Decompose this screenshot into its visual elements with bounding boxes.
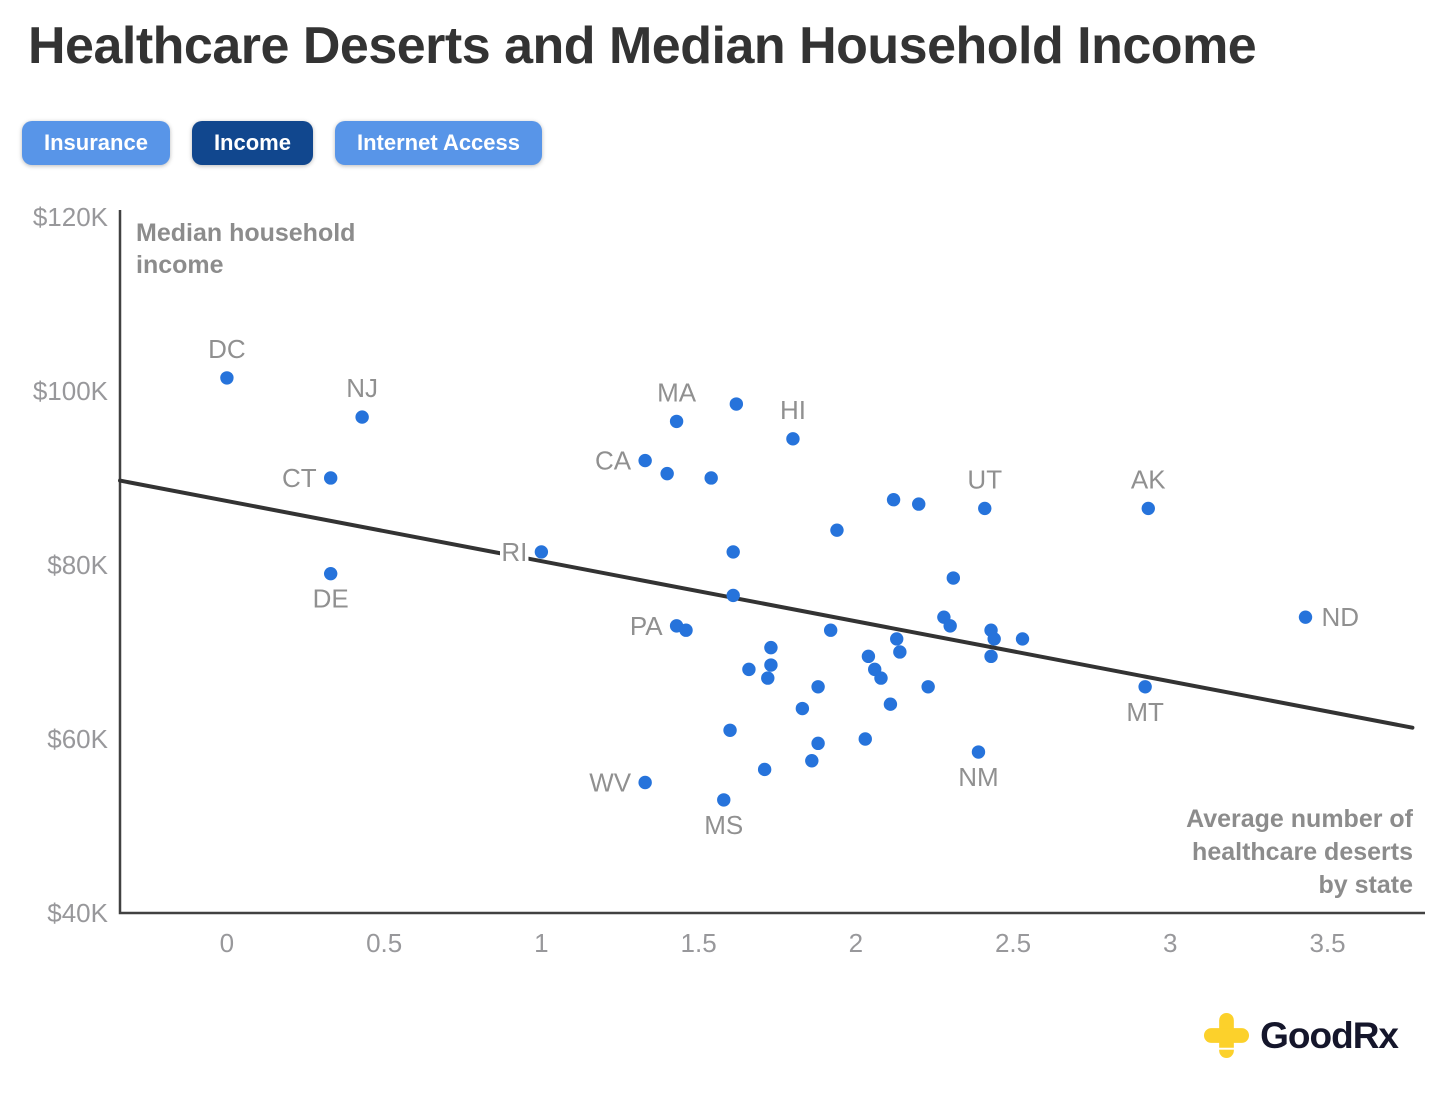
data-point[interactable] <box>704 471 718 485</box>
data-point[interactable] <box>1015 632 1030 646</box>
data-point[interactable] <box>764 658 778 672</box>
x-tick-label: 3 <box>1163 928 1177 958</box>
x-axis-title: by state <box>1319 871 1414 899</box>
data-point-NM[interactable] <box>971 745 986 759</box>
data-point-RI[interactable] <box>534 545 549 559</box>
data-point-MS[interactable] <box>717 793 731 807</box>
data-point[interactable] <box>943 619 957 633</box>
x-tick-label: 1.5 <box>681 928 717 958</box>
y-tick-label: $60K <box>47 724 108 754</box>
data-point-AK[interactable] <box>1141 501 1155 516</box>
data-point[interactable] <box>726 545 740 559</box>
data-point[interactable] <box>858 732 872 746</box>
state-label-NM: NM <box>958 762 998 792</box>
data-point[interactable] <box>861 649 876 664</box>
data-point[interactable] <box>811 680 825 694</box>
x-tick-label: 1 <box>534 928 548 958</box>
y-tick-label: $40K <box>47 898 108 928</box>
x-tick-label: 2 <box>849 928 863 958</box>
state-label-PA: PA <box>630 611 663 641</box>
state-label-MA: MA <box>657 377 697 407</box>
data-point[interactable] <box>679 623 693 637</box>
data-point[interactable] <box>946 571 961 585</box>
page-title: Healthcare Deserts and Median Household … <box>28 17 1257 75</box>
filter-button-internet-access[interactable]: Internet Access <box>334 121 543 165</box>
data-point-WV[interactable] <box>638 775 652 790</box>
state-label-DC: DC <box>208 334 246 364</box>
data-point[interactable] <box>874 671 888 685</box>
data-point-UT[interactable] <box>978 501 992 516</box>
data-point[interactable] <box>987 632 1001 646</box>
data-point[interactable] <box>660 466 674 481</box>
axis-lines <box>118 210 1425 915</box>
y-axis-title: income <box>136 251 224 279</box>
data-point[interactable] <box>761 671 775 685</box>
trend-line <box>118 478 1415 730</box>
x-axis-title: healthcare deserts <box>1192 838 1413 866</box>
y-tick-label: $80K <box>47 550 108 580</box>
data-point[interactable] <box>823 623 838 637</box>
y-tick-label: $100K <box>33 376 109 406</box>
data-point[interactable] <box>811 736 825 751</box>
state-label-ND: ND <box>1322 602 1360 632</box>
data-point-MT[interactable] <box>1138 680 1152 694</box>
filter-button-insurance[interactable]: Insurance <box>22 121 170 165</box>
data-point[interactable] <box>886 493 901 507</box>
y-tick-label: $120K <box>33 202 109 232</box>
data-point[interactable] <box>723 723 737 737</box>
state-label-CA: CA <box>595 446 632 476</box>
goodrx-cross-icon <box>1204 1012 1250 1059</box>
data-point-MA[interactable] <box>669 414 684 429</box>
data-point[interactable] <box>729 397 744 411</box>
state-label-MT: MT <box>1126 697 1164 727</box>
data-point[interactable] <box>890 632 904 646</box>
data-point[interactable] <box>805 754 819 768</box>
data-point[interactable] <box>757 762 772 777</box>
goodrx-logo-text: GoodRx <box>1260 1014 1399 1056</box>
data-point[interactable] <box>921 680 935 694</box>
data-point-NJ[interactable] <box>355 410 369 424</box>
data-point[interactable] <box>795 701 810 716</box>
data-point-DE[interactable] <box>323 566 338 581</box>
data-point[interactable] <box>830 523 844 537</box>
state-label-DE: DE <box>313 584 349 614</box>
data-point[interactable] <box>984 649 998 664</box>
state-label-HI: HI <box>780 395 806 425</box>
filter-button-income[interactable]: Income <box>191 121 313 165</box>
state-label-NJ: NJ <box>346 373 378 403</box>
data-point[interactable] <box>764 640 778 655</box>
x-axis-title: Average number of <box>1186 805 1414 833</box>
x-tick-label: 2.5 <box>995 928 1031 958</box>
goodrx-logo: GoodRx <box>1203 1012 1399 1059</box>
state-label-RI: RI <box>501 537 527 567</box>
data-point-CA[interactable] <box>638 453 652 468</box>
data-point[interactable] <box>742 662 756 677</box>
data-point[interactable] <box>883 697 898 711</box>
data-point-HI[interactable] <box>786 432 800 446</box>
y-axis-title: Median household <box>136 219 355 247</box>
x-tick-label: 0 <box>220 928 234 958</box>
data-point-DC[interactable] <box>220 371 234 385</box>
state-label-WV: WV <box>589 767 632 797</box>
filter-button-row: Insurance Income Internet Access <box>22 121 543 165</box>
state-label-AK: AK <box>1131 464 1166 494</box>
x-tick-label: 0.5 <box>366 928 402 958</box>
data-point[interactable] <box>912 497 926 511</box>
state-label-UT: UT <box>967 464 1002 494</box>
data-point[interactable] <box>893 645 907 659</box>
data-point[interactable] <box>726 588 740 603</box>
data-point-CT[interactable] <box>323 471 338 485</box>
data-point-ND[interactable] <box>1298 610 1313 624</box>
state-label-MS: MS <box>704 810 743 840</box>
x-tick-label: 3.5 <box>1309 928 1345 958</box>
state-label-CT: CT <box>282 463 317 493</box>
